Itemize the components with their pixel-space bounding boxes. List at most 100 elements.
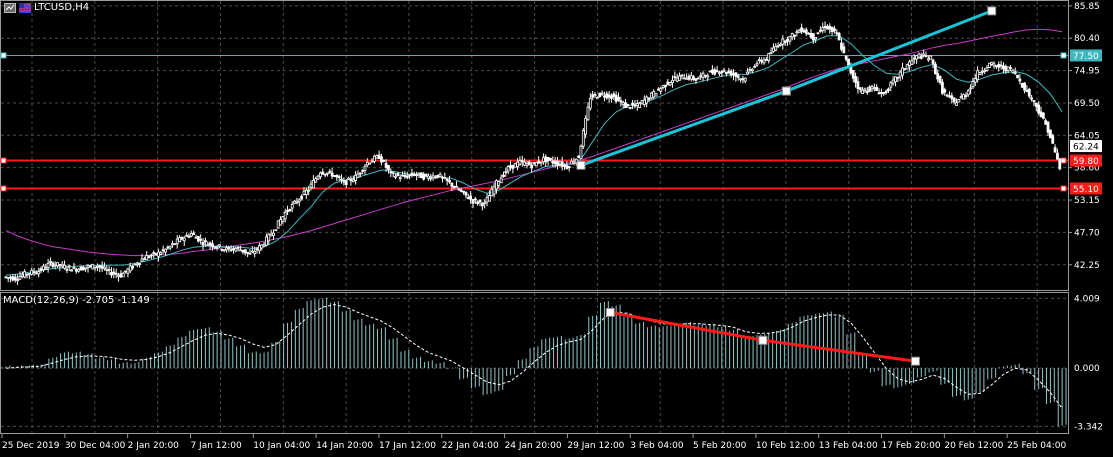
candle-body	[640, 100, 644, 104]
candle-body	[664, 84, 667, 88]
candle-body	[912, 57, 916, 60]
candle-body	[826, 25, 829, 30]
candle-body	[847, 58, 850, 67]
candle-body	[349, 178, 353, 182]
candle-body	[187, 235, 191, 238]
fast-moving-average-line	[5, 35, 1063, 276]
candle-body	[147, 256, 151, 258]
candle-body	[372, 155, 376, 162]
candle-body	[250, 250, 254, 253]
price-axis-badge-text: 77.50	[1073, 52, 1099, 62]
candle-body	[884, 90, 888, 93]
candle-body	[783, 40, 787, 43]
candle-body	[987, 62, 991, 68]
candle-body	[1041, 112, 1045, 119]
candle-body	[74, 268, 78, 272]
candle-body	[32, 271, 36, 274]
candle-body	[955, 102, 958, 106]
candle-body	[943, 89, 947, 93]
candle-body	[708, 70, 712, 73]
candle-body	[117, 274, 120, 277]
candle-body	[63, 264, 66, 269]
candle-body	[56, 262, 59, 267]
candle-body	[638, 102, 642, 108]
candle-body	[786, 39, 789, 42]
candle-body	[185, 234, 189, 237]
candle-body	[20, 274, 24, 278]
x-tick-label: 17 Feb 20:00	[882, 441, 941, 451]
x-tick-label: 17 Jan 12:00	[379, 441, 436, 451]
x-tick-label: 14 Jan 20:00	[316, 441, 373, 451]
candle-body	[384, 163, 388, 168]
candle-body	[443, 177, 447, 179]
candle-body	[182, 237, 186, 242]
candle-body	[11, 276, 15, 281]
trendline-handle	[576, 160, 586, 170]
price-tick-label: 74.95	[1074, 67, 1100, 77]
x-tick-label: 5 Feb 20:00	[693, 441, 747, 451]
candle-body	[678, 75, 681, 81]
candle-body	[382, 159, 386, 162]
candle-body	[417, 172, 421, 175]
x-tick-label: 22 Jan 04:00	[442, 441, 499, 451]
candle-body	[434, 176, 437, 179]
candle-body	[957, 99, 961, 103]
candle-body	[375, 155, 379, 159]
candle-body	[687, 75, 691, 80]
candle-body	[121, 272, 125, 278]
candle-body	[856, 81, 860, 89]
candle-body	[635, 103, 639, 107]
candle-body	[936, 73, 940, 80]
candle-body	[159, 252, 163, 255]
candle-body	[354, 174, 358, 181]
candle-body	[485, 197, 489, 203]
level-handle	[0, 185, 7, 192]
candle-body	[619, 100, 623, 103]
candle-body	[34, 272, 38, 275]
candle-body	[164, 248, 167, 253]
trendline-handle	[781, 86, 791, 96]
candle-body	[370, 160, 374, 163]
candle-body	[473, 198, 477, 201]
candle-body	[133, 263, 137, 266]
candle-body	[380, 156, 383, 163]
candle-body	[889, 82, 893, 88]
candle-body	[685, 77, 688, 80]
candle-body	[281, 216, 285, 222]
candle-body	[978, 72, 982, 76]
candle-body	[340, 178, 343, 181]
candle-body	[800, 27, 803, 32]
candle-body	[600, 92, 604, 95]
candle-body	[344, 180, 348, 185]
candle-body	[591, 94, 595, 98]
candle-body	[65, 268, 69, 271]
x-tick-label: 20 Feb 12:00	[944, 441, 1003, 451]
macd-signal-line	[5, 304, 1063, 409]
candle-body	[539, 161, 543, 164]
candle-body	[722, 69, 726, 72]
candle-body	[565, 165, 569, 169]
candle-body	[584, 118, 588, 135]
candle-body	[18, 276, 22, 280]
candle-body	[772, 47, 775, 52]
candle-body	[300, 195, 304, 200]
candle-body	[267, 233, 271, 242]
candle-body	[1053, 147, 1057, 153]
candle-body	[586, 106, 590, 121]
x-tick-label: 13 Feb 04:00	[819, 441, 878, 451]
candle-body	[603, 95, 606, 98]
price-axis-badge	[1070, 49, 1102, 62]
candle-body	[309, 183, 313, 188]
candle-body	[225, 247, 228, 251]
candle-body	[142, 258, 146, 261]
candle-body	[333, 175, 336, 177]
candle-body	[605, 93, 609, 99]
candle-body	[37, 271, 41, 275]
candle-body	[969, 87, 972, 90]
candle-body	[168, 245, 172, 249]
candle-body	[948, 95, 951, 98]
candle-body	[316, 175, 320, 180]
candle-body	[879, 91, 883, 94]
candle-body	[990, 62, 994, 65]
